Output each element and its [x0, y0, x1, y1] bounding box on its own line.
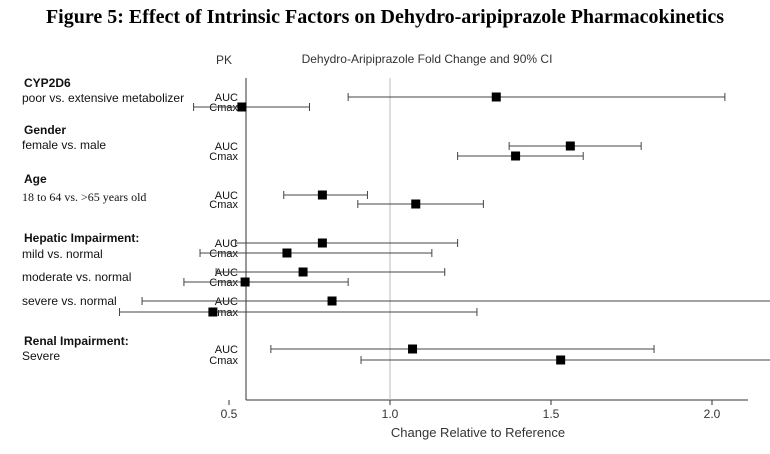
subgroup-label: female vs. male	[22, 138, 106, 152]
pk-column-header: PK	[216, 53, 232, 67]
point-estimate	[491, 92, 501, 102]
pk-label: Cmax	[209, 355, 238, 367]
x-tick-label: 2.0	[704, 407, 721, 421]
pk-label: AUC	[215, 190, 238, 202]
chart-title: Dehydro-Aripiprazole Fold Change and 90%…	[302, 52, 553, 66]
point-estimate	[565, 141, 575, 151]
point-estimate	[327, 296, 337, 306]
x-tick-label: 1.5	[543, 407, 560, 421]
subgroup-label: mild vs. normal	[22, 247, 103, 261]
pk-label: AUC	[215, 238, 238, 250]
pk-label: AUC	[215, 344, 238, 356]
point-estimate	[317, 190, 327, 200]
figure-title: Figure 5: Effect of Intrinsic Factors on…	[45, 6, 725, 28]
pk-label: AUC	[215, 296, 238, 308]
point-estimate	[237, 102, 247, 112]
subgroup-label: severe vs. normal	[22, 294, 117, 308]
group-heading: CYP2D6	[24, 76, 71, 90]
point-estimate	[298, 267, 308, 277]
point-estimate	[282, 248, 292, 258]
point-estimate	[511, 151, 521, 161]
point-estimate	[408, 344, 418, 354]
pk-label: Cmax	[209, 277, 238, 289]
x-tick-label: 1.0	[382, 407, 399, 421]
subgroup-label: 18 to 64 vs. >65 years old	[22, 190, 146, 204]
pk-label: Cmax	[209, 151, 238, 163]
x-tick-label: 0.5	[221, 407, 238, 421]
x-axis-label: Change Relative to Reference	[391, 425, 565, 440]
subgroup-label: moderate vs. normal	[22, 270, 131, 284]
pk-label: AUC	[215, 267, 238, 279]
point-estimate	[556, 355, 566, 365]
pk-label: Cmax	[209, 102, 238, 114]
point-estimate	[240, 277, 250, 287]
pk-label: Cmax	[209, 199, 238, 211]
group-heading: Hepatic Impairment:	[24, 231, 139, 245]
pk-label: AUC	[215, 92, 238, 104]
pk-label: Cmax	[209, 248, 238, 260]
group-heading: Gender	[24, 123, 66, 137]
point-estimate	[208, 307, 218, 317]
group-heading: Age	[24, 172, 47, 186]
subgroup-label: Severe	[22, 349, 60, 363]
point-estimate	[411, 199, 421, 209]
pk-label: AUC	[215, 141, 238, 153]
subgroup-label: poor vs. extensive metabolizer	[22, 91, 184, 105]
group-heading: Renal Impairment:	[24, 334, 129, 348]
point-estimate	[317, 238, 327, 248]
